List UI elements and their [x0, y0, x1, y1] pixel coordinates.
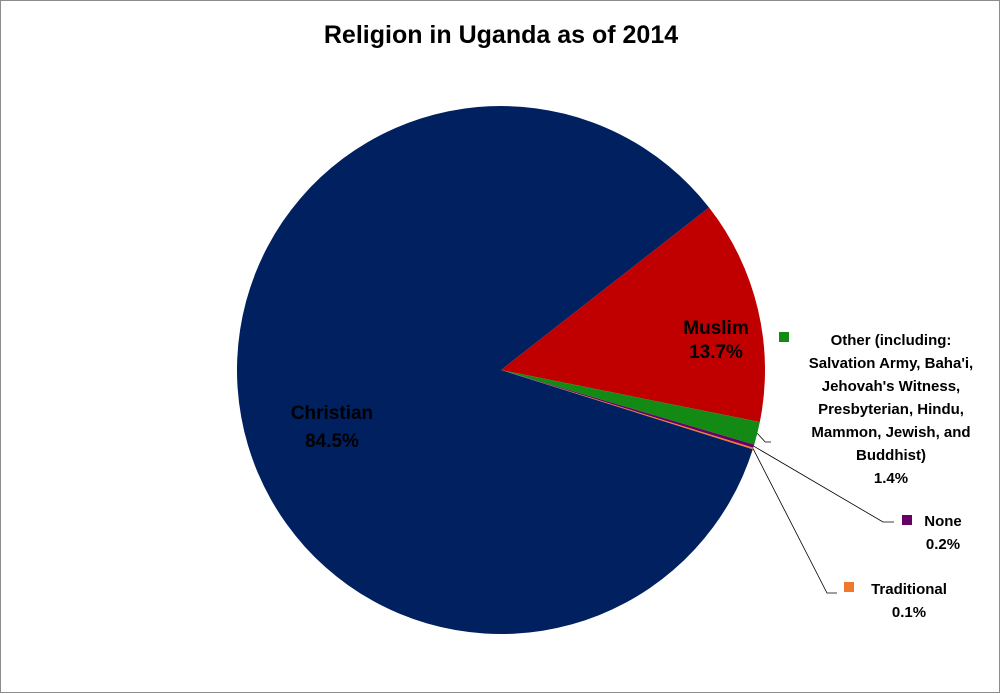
legend-key-other [779, 332, 789, 342]
pie-slice-none [501, 370, 755, 448]
slice-label-other: Other (including: Salvation Army, Baha'i,… [809, 332, 973, 487]
slice-label-traditional: Traditional 0.1% [871, 581, 947, 621]
leader-line-none [753, 445, 894, 523]
leader-line-other [756, 433, 771, 443]
slice-label-muslim: Muslim 13.7% [683, 318, 748, 363]
slice-label-none: None 0.2% [924, 513, 962, 553]
legend-key-traditional [844, 582, 854, 592]
legend-key-none [902, 515, 912, 525]
pie-labels: Muslim 13.7% Christian 84.5% Other (includin… [291, 318, 973, 621]
pie-slice-muslim [501, 207, 765, 423]
slice-label-christian: Christian 84.5% [291, 403, 373, 452]
pie-slice-other [501, 370, 760, 445]
chart-title: Religion in Uganda as of 2014 [324, 21, 678, 49]
pie-slices [237, 106, 765, 635]
pie-slice-traditional [501, 370, 754, 450]
leader-line-traditional [752, 448, 837, 594]
pie-slice-christian [237, 106, 753, 635]
